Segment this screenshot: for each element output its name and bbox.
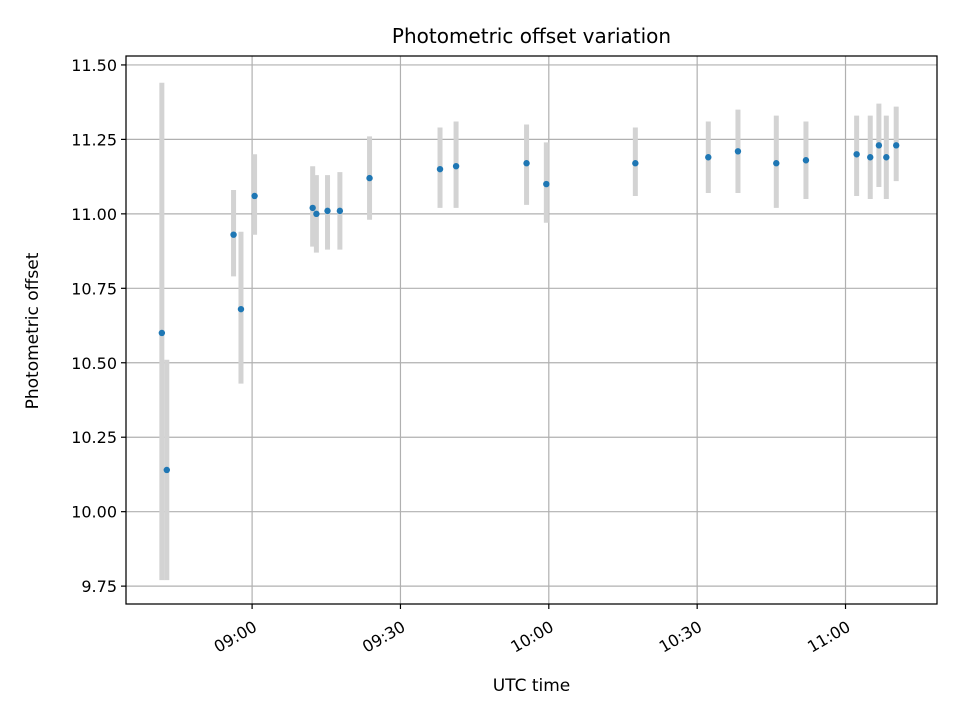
data-point <box>773 160 780 167</box>
data-point <box>336 207 344 215</box>
data-point <box>366 174 373 182</box>
data-point <box>705 154 712 161</box>
plot-frame <box>125 55 938 605</box>
x-axis-title: UTC time <box>493 676 571 696</box>
data-point <box>632 160 639 167</box>
data-point <box>853 151 860 158</box>
data-points <box>158 142 900 474</box>
y-tick-label: 10.75 <box>71 279 117 298</box>
data-point <box>523 160 530 167</box>
data-point <box>883 154 890 161</box>
y-tick-label: 10.00 <box>71 503 117 522</box>
data-point <box>875 142 883 149</box>
data-point <box>436 165 444 173</box>
y-tick-label: 10.25 <box>71 428 117 447</box>
y-axis-title: Photometric offset <box>23 252 43 409</box>
data-point <box>543 180 550 188</box>
data-point <box>230 231 237 238</box>
data-point <box>867 154 874 161</box>
y-tick-label: 11.00 <box>71 205 117 224</box>
data-point <box>324 207 331 215</box>
data-point <box>893 142 900 149</box>
y-tick-label: 11.50 <box>71 56 117 75</box>
y-axis-ticks: 9.75 10.00 10.25 10.50 10.75 11.00 11.25 11.50 <box>71 56 126 596</box>
data-point <box>163 466 170 474</box>
y-tick-label: 11.25 <box>71 130 117 149</box>
data-point <box>237 305 245 313</box>
data-point <box>309 204 316 212</box>
data-point <box>452 162 460 170</box>
y-tick-label: 9.75 <box>81 577 117 596</box>
data-point <box>802 157 810 164</box>
chart-title: Photometric offset variation <box>392 24 671 48</box>
data-point <box>158 329 166 337</box>
grid-lines <box>126 56 937 604</box>
y-tick-label: 10.50 <box>71 354 117 373</box>
data-point <box>251 192 258 200</box>
data-point <box>313 210 320 218</box>
data-point <box>734 148 742 155</box>
